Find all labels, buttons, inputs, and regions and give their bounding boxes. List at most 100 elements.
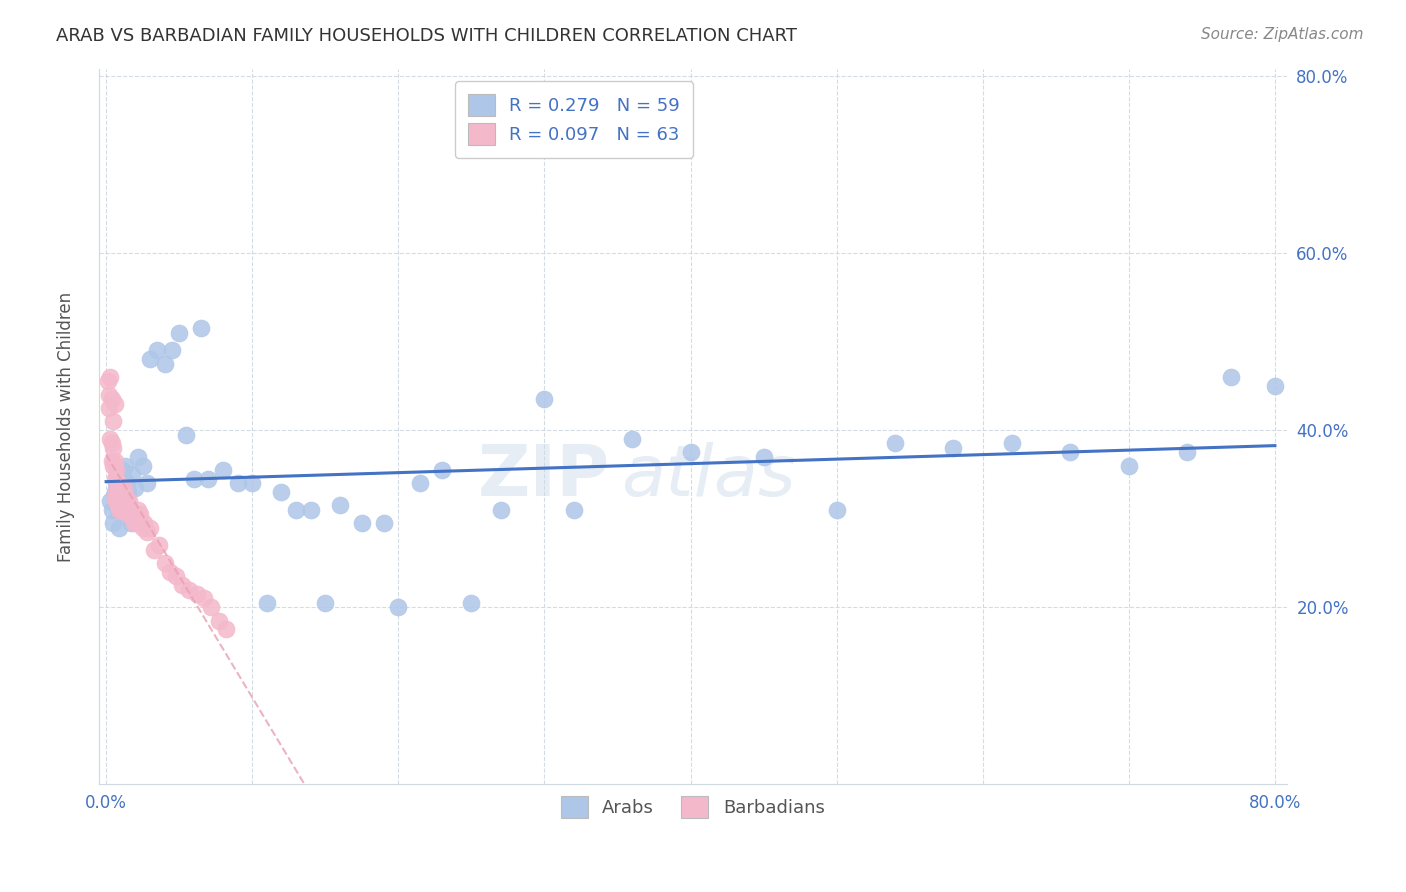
Point xyxy=(108,481,131,495)
Point xyxy=(409,476,432,491)
Point xyxy=(98,387,121,401)
Point xyxy=(190,321,212,335)
Point xyxy=(170,578,193,592)
Y-axis label: Family Households with Children: Family Households with Children xyxy=(58,292,75,562)
Point xyxy=(118,503,141,517)
Point xyxy=(226,476,249,491)
Point xyxy=(124,481,146,495)
Point xyxy=(108,520,131,534)
Legend: Arabs, Barbadians: Arabs, Barbadians xyxy=(554,789,832,825)
Point xyxy=(110,499,132,513)
Point xyxy=(131,520,153,534)
Point xyxy=(121,467,143,482)
Point xyxy=(120,503,142,517)
Point xyxy=(621,432,644,446)
Point xyxy=(136,476,159,491)
Point xyxy=(153,357,176,371)
Point xyxy=(104,396,127,410)
Point xyxy=(107,485,129,500)
Point xyxy=(101,454,124,468)
Text: ARAB VS BARBADIAN FAMILY HOUSEHOLDS WITH CHILDREN CORRELATION CHART: ARAB VS BARBADIAN FAMILY HOUSEHOLDS WITH… xyxy=(56,27,797,45)
Point xyxy=(100,370,122,384)
Point xyxy=(148,538,170,552)
Point xyxy=(100,494,122,508)
Point xyxy=(110,485,132,500)
Point xyxy=(679,445,702,459)
Point xyxy=(108,503,131,517)
Point xyxy=(460,596,482,610)
Point xyxy=(114,490,136,504)
Point xyxy=(98,401,121,415)
Point xyxy=(131,458,153,473)
Point xyxy=(105,476,128,491)
Point xyxy=(1175,445,1198,459)
Point xyxy=(115,476,138,491)
Point xyxy=(183,472,205,486)
Point xyxy=(114,499,136,513)
Point xyxy=(285,503,308,517)
Point xyxy=(884,436,907,450)
Point xyxy=(159,565,181,579)
Point xyxy=(103,516,125,530)
Point xyxy=(112,472,135,486)
Point xyxy=(117,499,139,513)
Point xyxy=(139,352,162,367)
Point xyxy=(160,343,183,358)
Point xyxy=(197,472,219,486)
Point xyxy=(111,503,134,517)
Point xyxy=(942,441,965,455)
Point xyxy=(146,343,169,358)
Point xyxy=(125,516,148,530)
Point xyxy=(118,494,141,508)
Point xyxy=(108,490,131,504)
Point xyxy=(111,494,134,508)
Point xyxy=(489,503,512,517)
Point xyxy=(200,600,222,615)
Point xyxy=(1118,458,1140,473)
Point xyxy=(122,516,145,530)
Point xyxy=(103,441,125,455)
Point xyxy=(104,485,127,500)
Point xyxy=(373,516,395,530)
Point xyxy=(104,472,127,486)
Point xyxy=(96,375,118,389)
Point xyxy=(101,436,124,450)
Point xyxy=(105,463,128,477)
Point xyxy=(179,582,201,597)
Point xyxy=(104,454,127,468)
Point xyxy=(115,494,138,508)
Point xyxy=(103,414,125,428)
Point xyxy=(101,503,124,517)
Point xyxy=(101,392,124,406)
Point xyxy=(128,508,150,522)
Point xyxy=(143,542,166,557)
Point xyxy=(167,326,190,340)
Point xyxy=(107,476,129,491)
Point xyxy=(105,485,128,500)
Point xyxy=(100,432,122,446)
Point xyxy=(127,503,149,517)
Point xyxy=(127,450,149,464)
Point xyxy=(165,569,187,583)
Text: ZIP: ZIP xyxy=(477,442,610,511)
Point xyxy=(1264,379,1286,393)
Point xyxy=(1059,445,1081,459)
Point xyxy=(112,481,135,495)
Point xyxy=(825,503,848,517)
Point xyxy=(114,458,136,473)
Point xyxy=(256,596,278,610)
Point xyxy=(124,508,146,522)
Point xyxy=(240,476,263,491)
Point xyxy=(117,485,139,500)
Point xyxy=(186,587,208,601)
Point xyxy=(562,503,585,517)
Point xyxy=(117,508,139,522)
Point xyxy=(115,503,138,517)
Point xyxy=(1001,436,1024,450)
Point xyxy=(139,520,162,534)
Point xyxy=(136,524,159,539)
Point xyxy=(103,458,125,473)
Point xyxy=(350,516,373,530)
Point xyxy=(107,499,129,513)
Point xyxy=(430,463,453,477)
